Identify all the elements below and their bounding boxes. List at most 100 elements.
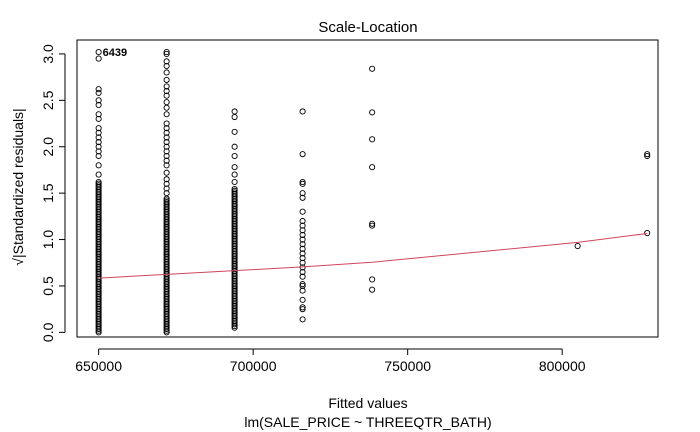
y-axis: 0.0 0.5 1.0 1.5 2.0 2.5 3.0	[40, 44, 66, 342]
data-point	[95, 89, 102, 96]
data-point	[299, 231, 306, 238]
data-point	[163, 83, 170, 90]
data-point	[163, 185, 170, 192]
data-point	[163, 125, 170, 132]
data-point	[95, 171, 102, 178]
y-tick-label: 2.0	[40, 137, 56, 157]
data-point	[163, 76, 170, 83]
data-point	[299, 304, 306, 311]
y-tick-label: 1.5	[40, 183, 56, 203]
data-point	[163, 180, 170, 187]
data-point	[95, 180, 102, 187]
data-point	[163, 199, 170, 206]
data-point	[299, 316, 306, 323]
x-axis: 650000 700000 750000 800000	[75, 348, 586, 374]
y-tick-label: 0.5	[40, 276, 56, 296]
data-point	[299, 255, 306, 262]
data-point	[163, 50, 170, 57]
data-point	[369, 65, 376, 72]
data-point	[95, 125, 102, 132]
data-point	[369, 276, 376, 283]
data-point	[231, 186, 238, 193]
data-point	[644, 229, 651, 237]
data-point	[299, 268, 306, 276]
data-point	[95, 55, 102, 62]
x-tick-label: 800000	[539, 358, 586, 374]
point-labels: 6439	[103, 47, 127, 59]
y-tick-label: 1.0	[40, 230, 56, 250]
data-point	[231, 152, 238, 160]
data-point	[163, 99, 170, 106]
data-point	[95, 111, 102, 118]
data-point	[163, 69, 170, 76]
smooth-line	[98, 233, 648, 279]
data-point	[95, 143, 102, 150]
data-point	[299, 306, 306, 313]
data-point	[231, 128, 238, 135]
data-point	[163, 104, 170, 111]
data-point	[231, 187, 238, 194]
data-point	[299, 217, 306, 225]
data-point	[299, 236, 306, 243]
data-point	[299, 227, 306, 234]
data-point	[163, 143, 170, 150]
data-point	[299, 194, 306, 201]
data-point	[95, 139, 102, 146]
data-point	[95, 178, 102, 186]
data-point	[299, 190, 306, 197]
data-point	[299, 241, 306, 248]
data-point	[95, 86, 102, 93]
data-point	[299, 180, 306, 187]
data-point	[95, 162, 102, 169]
data-point	[163, 197, 170, 204]
data-point	[163, 62, 170, 70]
y-axis-label: √|Standardized residuals|	[10, 108, 26, 265]
data-point	[163, 134, 170, 141]
point-label: 6439	[103, 47, 127, 59]
data-point	[95, 129, 102, 136]
data-point	[163, 169, 170, 176]
data-point	[369, 286, 376, 293]
data-point	[163, 176, 170, 183]
x-tick-label: 700000	[230, 358, 277, 374]
data-point	[299, 273, 306, 280]
chart-title: Scale-Location	[318, 19, 417, 36]
y-tick-label: 3.0	[40, 44, 56, 64]
data-point	[644, 151, 651, 158]
data-point	[369, 220, 376, 227]
data-point	[163, 162, 170, 169]
data-point	[231, 164, 238, 171]
data-point	[163, 58, 170, 65]
plot-frame	[76, 39, 659, 338]
data-point	[95, 148, 102, 155]
y-tick-label: 2.5	[40, 90, 56, 110]
data-point	[369, 109, 376, 116]
data-point	[299, 282, 306, 290]
x-tick-label: 750000	[384, 358, 431, 374]
data-point	[163, 157, 170, 164]
data-point	[299, 208, 306, 215]
data-point	[163, 49, 170, 56]
x-axis-label: Fitted values	[328, 395, 407, 411]
data-point	[95, 182, 102, 189]
data-point	[231, 171, 238, 178]
data-point	[163, 139, 170, 146]
data-points	[95, 49, 651, 336]
data-point	[95, 134, 102, 141]
y-tick-label: 0.0	[40, 322, 56, 342]
data-point	[574, 242, 581, 250]
data-point	[231, 108, 238, 115]
data-point	[369, 222, 376, 229]
data-point	[299, 245, 306, 252]
data-point	[231, 178, 238, 186]
data-point	[299, 287, 306, 294]
data-point	[95, 152, 102, 160]
data-point	[163, 152, 170, 160]
data-point	[369, 164, 376, 171]
x-tick-label: 650000	[75, 358, 122, 374]
data-point	[163, 190, 170, 197]
data-point	[299, 108, 306, 115]
data-point	[95, 101, 102, 109]
